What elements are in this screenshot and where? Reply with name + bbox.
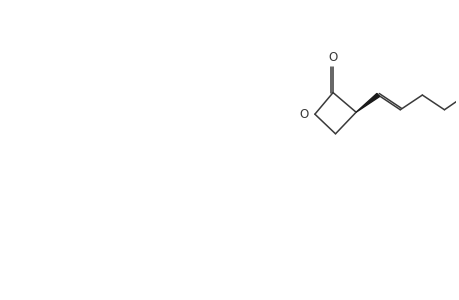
Text: O: O <box>299 108 308 121</box>
Polygon shape <box>355 93 379 112</box>
Text: O: O <box>327 51 336 64</box>
